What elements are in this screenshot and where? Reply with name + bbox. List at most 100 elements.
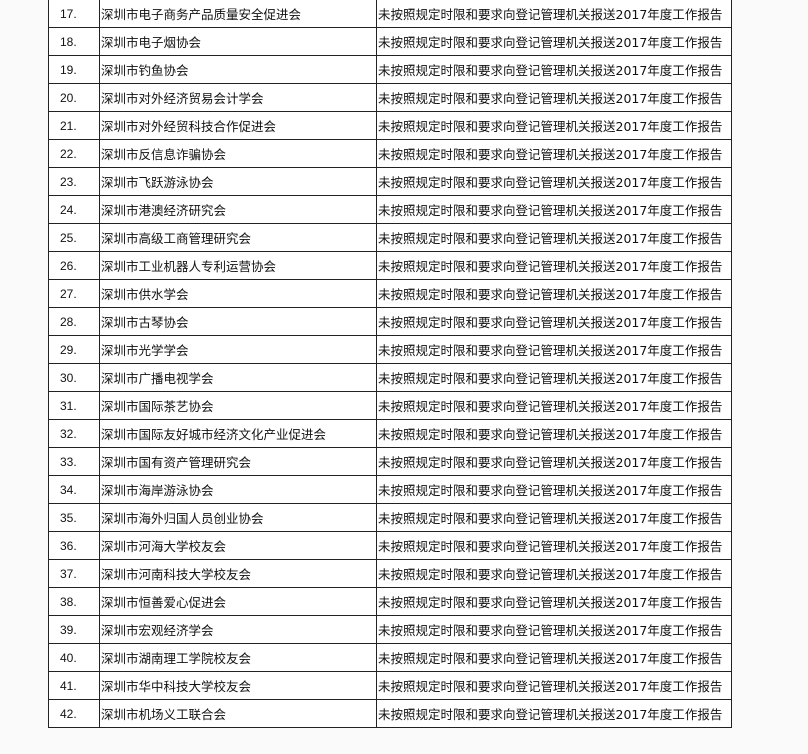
violation-reason: 未按照规定时限和要求向登记管理机关报送2017年度工作报告 [376,699,732,728]
violation-reason: 未按照规定时限和要求向登记管理机关报送2017年度工作报告 [376,419,732,448]
table-row: 37. 深圳市河南科技大学校友会 未按照规定时限和要求向登记管理机关报送2017年度… [48,559,732,588]
row-number: 30. [48,363,100,392]
row-number: 27. [48,279,100,308]
table-row: 19. 深圳市钓鱼协会 未按照规定时限和要求向登记管理机关报送2017年度工作报告 [48,55,732,84]
violation-reason: 未按照规定时限和要求向登记管理机关报送2017年度工作报告 [376,223,732,252]
organization-name: 深圳市古琴协会 [99,307,377,336]
organization-name: 深圳市河海大学校友会 [99,531,377,560]
organization-name: 深圳市光学学会 [99,335,377,364]
table-row: 20. 深圳市对外经济贸易会计学会 未按照规定时限和要求向登记管理机关报送2017年… [48,83,732,112]
row-number: 38. [48,587,100,616]
table-row: 17. 深圳市电子商务产品质量安全促进会 未按照规定时限和要求向登记管理机关报送20… [48,0,732,28]
row-number: 24. [48,195,100,224]
table-row: 32. 深圳市国际友好城市经济文化产业促进会 未按照规定时限和要求向登记管理机关报送… [48,419,732,448]
row-number: 28. [48,307,100,336]
row-number: 25. [48,223,100,252]
row-number: 23. [48,167,100,196]
table-body: 17. 深圳市电子商务产品质量安全促进会 未按照规定时限和要求向登记管理机关报送20… [48,0,732,728]
row-number: 17. [48,0,100,28]
row-number: 34. [48,475,100,504]
row-number: 37. [48,559,100,588]
violation-reason: 未按照规定时限和要求向登记管理机关报送2017年度工作报告 [376,671,732,700]
violation-reason: 未按照规定时限和要求向登记管理机关报送2017年度工作报告 [376,615,732,644]
table-row: 26. 深圳市工业机器人专利运营协会 未按照规定时限和要求向登记管理机关报送2017… [48,251,732,280]
row-number: 21. [48,111,100,140]
organization-name: 深圳市钓鱼协会 [99,55,377,84]
table-row: 35. 深圳市海外归国人员创业协会 未按照规定时限和要求向登记管理机关报送2017年… [48,503,732,532]
violation-reason: 未按照规定时限和要求向登记管理机关报送2017年度工作报告 [376,447,732,476]
row-number: 40. [48,643,100,672]
row-number: 41. [48,671,100,700]
organization-name: 深圳市河南科技大学校友会 [99,559,377,588]
table-row: 27. 深圳市供水学会 未按照规定时限和要求向登记管理机关报送2017年度工作报告 [48,279,732,308]
violation-reason: 未按照规定时限和要求向登记管理机关报送2017年度工作报告 [376,587,732,616]
row-number: 29. [48,335,100,364]
violation-reason: 未按照规定时限和要求向登记管理机关报送2017年度工作报告 [376,167,732,196]
violation-reason: 未按照规定时限和要求向登记管理机关报送2017年度工作报告 [376,279,732,308]
violation-reason: 未按照规定时限和要求向登记管理机关报送2017年度工作报告 [376,139,732,168]
organization-list-table: 17. 深圳市电子商务产品质量安全促进会 未按照规定时限和要求向登记管理机关报送20… [48,0,732,728]
organization-name: 深圳市机场义工联合会 [99,699,377,728]
organization-name: 深圳市华中科技大学校友会 [99,671,377,700]
organization-name: 深圳市国有资产管理研究会 [99,447,377,476]
violation-reason: 未按照规定时限和要求向登记管理机关报送2017年度工作报告 [376,251,732,280]
violation-reason: 未按照规定时限和要求向登记管理机关报送2017年度工作报告 [376,531,732,560]
table-row: 34. 深圳市海岸游泳协会 未按照规定时限和要求向登记管理机关报送2017年度工作报… [48,475,732,504]
organization-name: 深圳市广播电视学会 [99,363,377,392]
table-row: 24. 深圳市港澳经济研究会 未按照规定时限和要求向登记管理机关报送2017年度工作… [48,195,732,224]
table-row: 40. 深圳市湖南理工学院校友会 未按照规定时限和要求向登记管理机关报送2017年度… [48,643,732,672]
table-row: 36. 深圳市河海大学校友会 未按照规定时限和要求向登记管理机关报送2017年度工作… [48,531,732,560]
organization-name: 深圳市港澳经济研究会 [99,195,377,224]
violation-reason: 未按照规定时限和要求向登记管理机关报送2017年度工作报告 [376,559,732,588]
organization-name: 深圳市国际茶艺协会 [99,391,377,420]
table-row: 22. 深圳市反信息诈骗协会 未按照规定时限和要求向登记管理机关报送2017年度工作… [48,139,732,168]
organization-name: 深圳市工业机器人专利运营协会 [99,251,377,280]
violation-reason: 未按照规定时限和要求向登记管理机关报送2017年度工作报告 [376,307,732,336]
table-row: 29. 深圳市光学学会 未按照规定时限和要求向登记管理机关报送2017年度工作报告 [48,335,732,364]
row-number: 36. [48,531,100,560]
violation-reason: 未按照规定时限和要求向登记管理机关报送2017年度工作报告 [376,335,732,364]
violation-reason: 未按照规定时限和要求向登记管理机关报送2017年度工作报告 [376,111,732,140]
violation-reason: 未按照规定时限和要求向登记管理机关报送2017年度工作报告 [376,83,732,112]
table-row: 25. 深圳市高级工商管理研究会 未按照规定时限和要求向登记管理机关报送2017年度… [48,223,732,252]
table-row: 21. 深圳市对外经贸科技合作促进会 未按照规定时限和要求向登记管理机关报送2017… [48,111,732,140]
violation-reason: 未按照规定时限和要求向登记管理机关报送2017年度工作报告 [376,503,732,532]
organization-name: 深圳市海外归国人员创业协会 [99,503,377,532]
row-number: 18. [48,27,100,56]
table-row: 30. 深圳市广播电视学会 未按照规定时限和要求向登记管理机关报送2017年度工作报… [48,363,732,392]
row-number: 22. [48,139,100,168]
organization-name: 深圳市高级工商管理研究会 [99,223,377,252]
row-number: 31. [48,391,100,420]
organization-name: 深圳市对外经贸科技合作促进会 [99,111,377,140]
table-row: 41. 深圳市华中科技大学校友会 未按照规定时限和要求向登记管理机关报送2017年度… [48,671,732,700]
row-number: 20. [48,83,100,112]
table-row: 28. 深圳市古琴协会 未按照规定时限和要求向登记管理机关报送2017年度工作报告 [48,307,732,336]
organization-name: 深圳市电子烟协会 [99,27,377,56]
row-number: 42. [48,699,100,728]
violation-reason: 未按照规定时限和要求向登记管理机关报送2017年度工作报告 [376,643,732,672]
violation-reason: 未按照规定时限和要求向登记管理机关报送2017年度工作报告 [376,27,732,56]
row-number: 35. [48,503,100,532]
row-number: 32. [48,419,100,448]
violation-reason: 未按照规定时限和要求向登记管理机关报送2017年度工作报告 [376,475,732,504]
table-row: 31. 深圳市国际茶艺协会 未按照规定时限和要求向登记管理机关报送2017年度工作报… [48,391,732,420]
organization-name: 深圳市供水学会 [99,279,377,308]
table-row: 33. 深圳市国有资产管理研究会 未按照规定时限和要求向登记管理机关报送2017年度… [48,447,732,476]
organization-name: 深圳市恒善爱心促进会 [99,587,377,616]
organization-name: 深圳市电子商务产品质量安全促进会 [99,0,377,28]
violation-reason: 未按照规定时限和要求向登记管理机关报送2017年度工作报告 [376,0,732,28]
violation-reason: 未按照规定时限和要求向登记管理机关报送2017年度工作报告 [376,363,732,392]
table-row: 38. 深圳市恒善爱心促进会 未按照规定时限和要求向登记管理机关报送2017年度工作… [48,587,732,616]
violation-reason: 未按照规定时限和要求向登记管理机关报送2017年度工作报告 [376,55,732,84]
table-row: 42. 深圳市机场义工联合会 未按照规定时限和要求向登记管理机关报送2017年度工作… [48,699,732,728]
row-number: 26. [48,251,100,280]
row-number: 19. [48,55,100,84]
organization-name: 深圳市对外经济贸易会计学会 [99,83,377,112]
table-row: 39. 深圳市宏观经济学会 未按照规定时限和要求向登记管理机关报送2017年度工作报… [48,615,732,644]
row-number: 39. [48,615,100,644]
row-number: 33. [48,447,100,476]
organization-name: 深圳市海岸游泳协会 [99,475,377,504]
organization-name: 深圳市国际友好城市经济文化产业促进会 [99,419,377,448]
organization-name: 深圳市宏观经济学会 [99,615,377,644]
table-row: 23. 深圳市飞跃游泳协会 未按照规定时限和要求向登记管理机关报送2017年度工作报… [48,167,732,196]
